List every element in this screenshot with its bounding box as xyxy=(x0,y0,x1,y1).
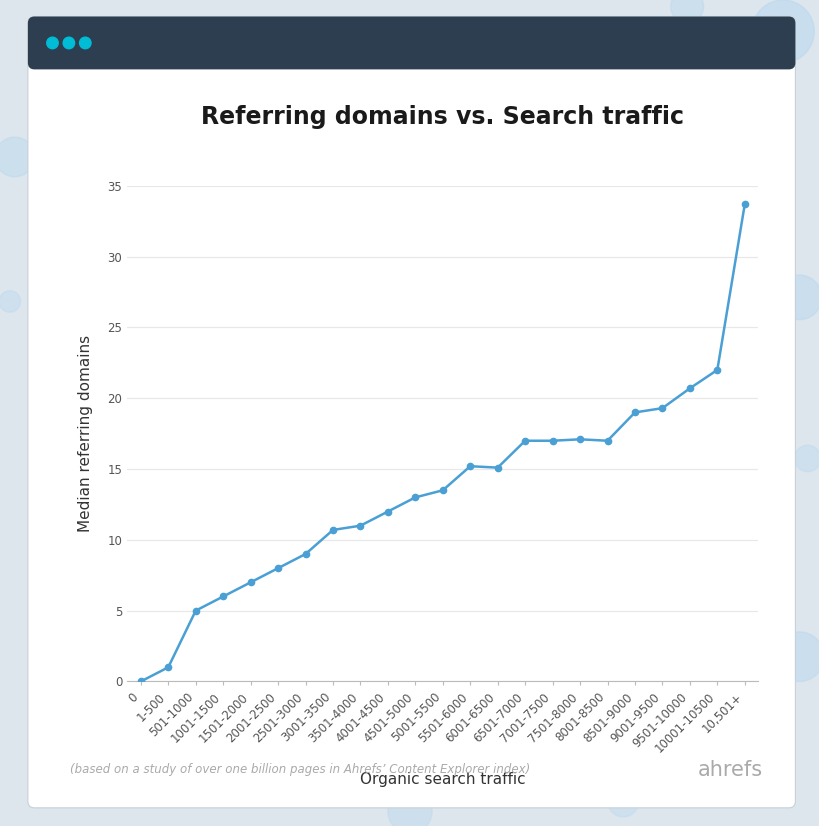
FancyBboxPatch shape xyxy=(28,17,794,808)
FancyBboxPatch shape xyxy=(28,17,794,69)
Circle shape xyxy=(109,735,145,771)
Circle shape xyxy=(751,0,813,63)
Circle shape xyxy=(47,37,58,49)
Circle shape xyxy=(79,37,91,49)
X-axis label: Organic search traffic: Organic search traffic xyxy=(360,771,525,787)
Text: ahrefs: ahrefs xyxy=(697,760,762,780)
Circle shape xyxy=(63,37,75,49)
Circle shape xyxy=(774,632,819,681)
Circle shape xyxy=(607,786,638,817)
Circle shape xyxy=(670,0,703,23)
Circle shape xyxy=(387,789,432,826)
Circle shape xyxy=(0,291,20,312)
Circle shape xyxy=(29,537,61,570)
Text: Referring domains vs. Search traffic: Referring domains vs. Search traffic xyxy=(201,105,684,130)
Circle shape xyxy=(776,275,819,320)
Circle shape xyxy=(794,445,819,472)
Y-axis label: Median referring domains: Median referring domains xyxy=(79,335,93,532)
Text: (based on a study of over one billion pages in Ahrefs’ Content Explorer index): (based on a study of over one billion pa… xyxy=(70,763,529,776)
Circle shape xyxy=(0,137,34,177)
